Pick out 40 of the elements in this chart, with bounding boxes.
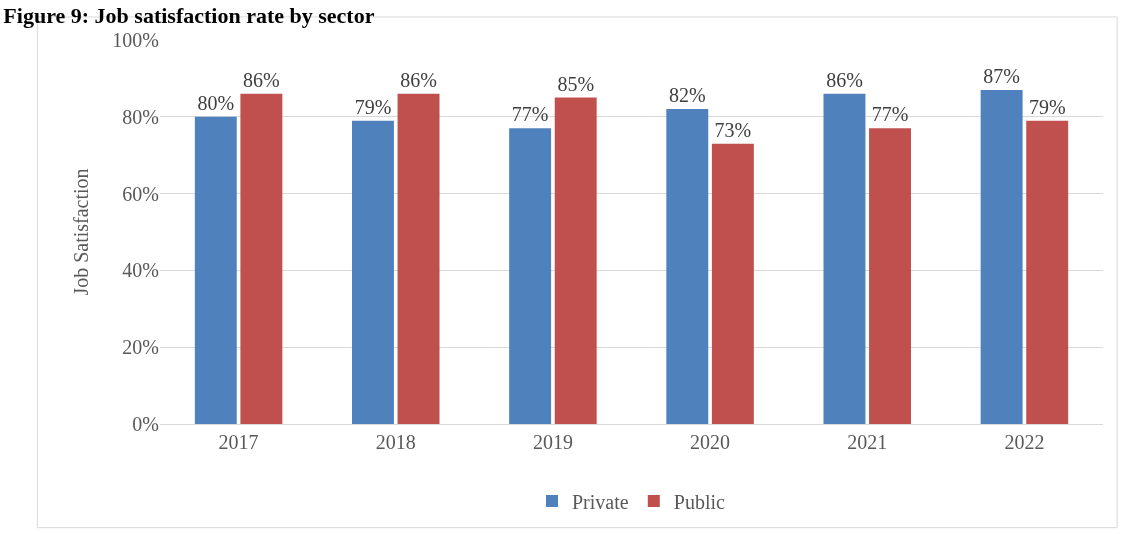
x-tick-label: 2019 (532, 431, 573, 453)
data-label: 86% (826, 68, 863, 91)
bar (1026, 120, 1069, 424)
data-label: 80% (197, 91, 235, 114)
y-tick-label: 100% (112, 29, 159, 51)
bar (509, 128, 552, 424)
x-tick-label: 2020 (690, 431, 731, 453)
data-label: 79% (1028, 95, 1066, 118)
data-label: 77% (871, 103, 909, 126)
data-label: 85% (557, 72, 595, 95)
bar (351, 120, 394, 424)
x-tick-label: 2017 (218, 431, 259, 453)
bar (823, 93, 866, 424)
y-tick-label: 80% (122, 105, 159, 128)
legend-label: Private (572, 490, 629, 513)
legend-label: Public (673, 490, 726, 513)
data-label: 86% (400, 68, 437, 91)
y-tick-label: 0% (132, 413, 159, 435)
bar (711, 143, 754, 424)
bar (554, 97, 597, 424)
x-tick-label: 2021 (847, 431, 888, 453)
x-tick-label: 2022 (1004, 431, 1045, 453)
y-tick-label: 60% (122, 182, 159, 205)
x-tick-label: 2018 (375, 431, 416, 453)
bar (980, 89, 1023, 424)
data-label: 79% (354, 95, 392, 118)
y-tick-label: 40% (122, 259, 159, 282)
bar (240, 93, 283, 424)
data-label: 73% (714, 118, 752, 141)
y-tick-label: 20% (122, 336, 159, 359)
data-label: 87% (983, 64, 1020, 87)
bar (194, 116, 237, 424)
y-axis-title: Job Satisfaction (69, 168, 92, 296)
data-label: 77% (511, 103, 549, 126)
data-label: 82% (668, 84, 706, 107)
bar (869, 128, 912, 424)
data-label: 86% (243, 68, 280, 91)
bar (666, 109, 709, 424)
bar (397, 93, 440, 424)
chart-title: Figure 9: Job satisfaction rate by sector (3, 3, 375, 29)
